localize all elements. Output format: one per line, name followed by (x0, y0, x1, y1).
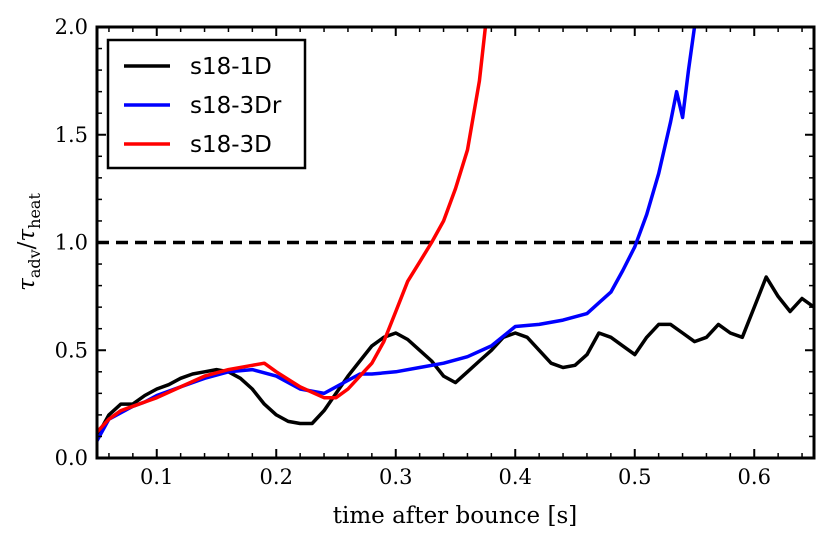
series-line-s18-3d (97, 27, 488, 434)
y-tick-label: 2.0 (55, 15, 88, 39)
x-tick-label: 0.5 (618, 465, 651, 489)
x-tick-label: 0.6 (738, 465, 771, 489)
y-axis-label: τadv/τheat (14, 193, 44, 291)
series-layer (97, 27, 814, 443)
legend-label-s18-1d: s18-1D (190, 54, 272, 80)
y-label-tau-den: τ (14, 228, 40, 242)
y-tick-label: 0.5 (55, 338, 88, 362)
x-tick-label: 0.3 (379, 465, 412, 489)
y-label-sub-num: adv (25, 249, 44, 278)
x-tick-label: 0.4 (499, 465, 532, 489)
y-tick-label: 0.0 (55, 446, 88, 470)
y-tick-label: 1.0 (55, 231, 88, 255)
y-label-sep: / (14, 241, 40, 249)
y-label-tau-num: τ (14, 277, 40, 291)
axis-ticks: 0.1 0.2 0.3 0.4 0.5 0.6 0.0 0.5 1.0 1.5 2.0 (55, 15, 814, 489)
svg-text:τadv/τheat: τadv/τheat (14, 193, 44, 291)
y-label-sub-den: heat (25, 193, 44, 229)
legend: s18-1D s18-3Dr s18-3D (106, 38, 307, 170)
x-tick-label: 0.1 (140, 465, 173, 489)
x-tick-label: 0.2 (260, 465, 293, 489)
series-line-s18-1d (97, 275, 814, 439)
legend-label-s18-3d: s18-3D (190, 132, 272, 158)
y-tick-label: 1.5 (55, 123, 88, 147)
x-axis-label: time after bounce [s] (333, 503, 577, 529)
legend-label-s18-3dr: s18-3Dr (190, 93, 282, 119)
